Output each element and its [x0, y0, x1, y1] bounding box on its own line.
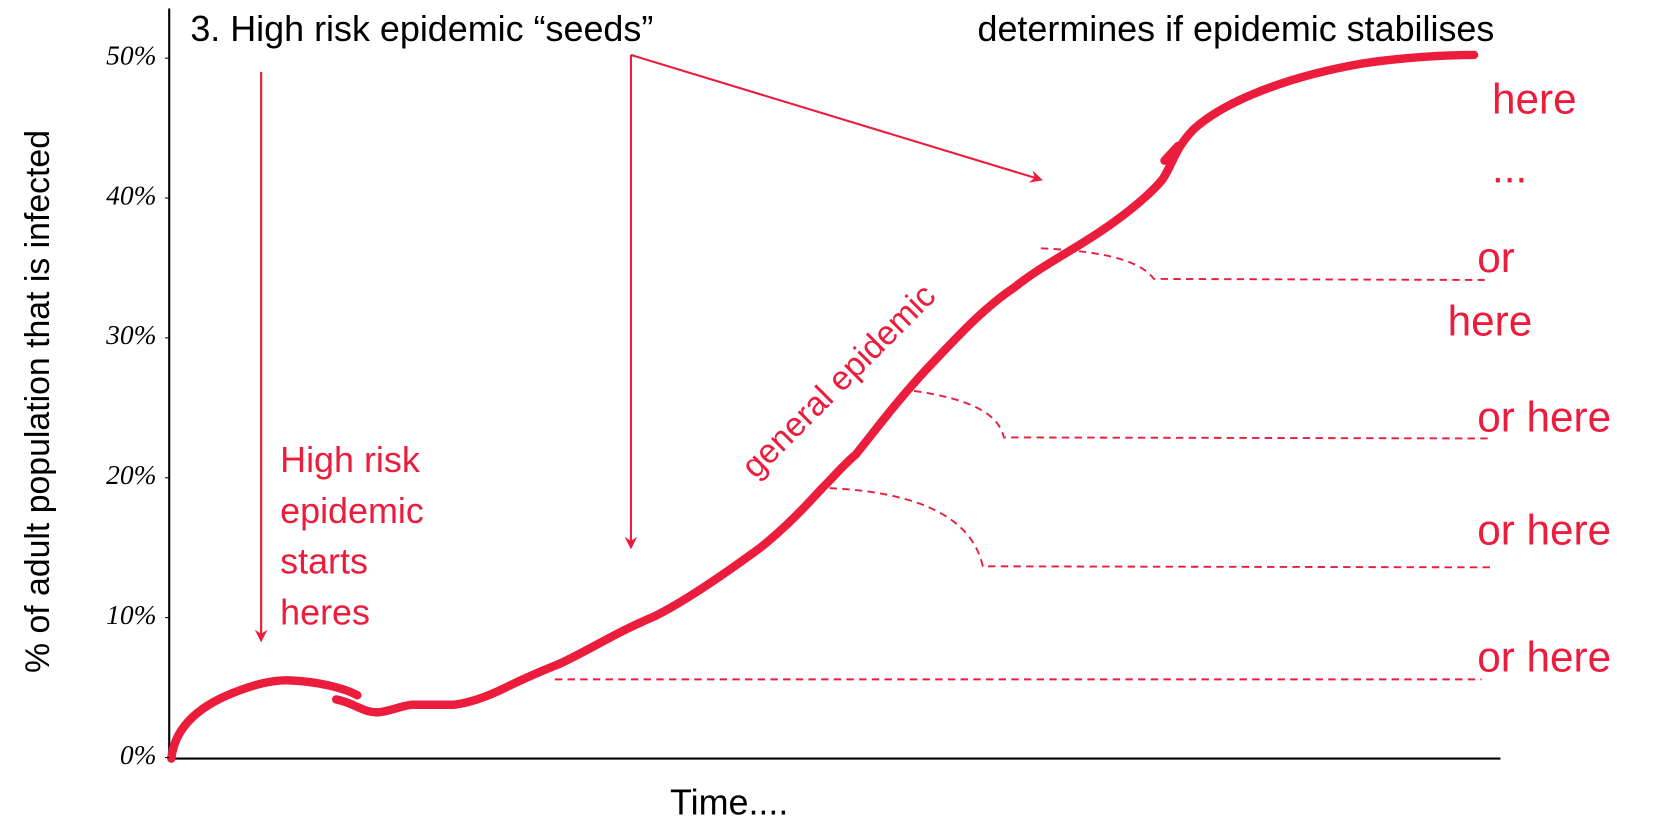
y-axis-label: % of adult population that is infected [19, 130, 57, 673]
title: 3. High risk epidemic “seeds” [190, 8, 653, 49]
outcome-label: or here [1477, 507, 1611, 554]
curve-segment [1160, 141, 1183, 165]
outcome-label: or here [1477, 634, 1611, 681]
plateau [1040, 247, 1485, 281]
outcome-label: or here [1477, 394, 1611, 441]
annotation: epidemic [280, 490, 424, 531]
x-axis-label: Time.... [670, 782, 788, 822]
y-tick-label: 20% [106, 460, 156, 490]
plateau [913, 389, 1493, 440]
plateau [829, 487, 1496, 569]
outcome-label: here [1492, 76, 1577, 123]
plateaus [554, 247, 1496, 681]
y-tick-label: 0% [120, 740, 157, 770]
outcome-label: ... [1492, 144, 1527, 191]
annotation: heres [280, 591, 370, 632]
outcome-label: here [1448, 298, 1533, 345]
annotation: High risk [280, 439, 420, 480]
arrows [254, 53, 1043, 643]
y-tick-label: 40% [106, 180, 156, 210]
arrow [630, 53, 1043, 183]
subtitle: determines if epidemic stabilises [977, 8, 1494, 49]
curve-segment [167, 676, 362, 763]
annotation: starts [280, 541, 368, 582]
curve [167, 50, 1479, 763]
y-tick-label: 50% [106, 40, 156, 70]
curve-segment [331, 50, 1479, 717]
y-tick-label: 30% [105, 320, 156, 350]
y-tick-label: 10% [106, 600, 156, 630]
outcome-label: or [1477, 234, 1515, 281]
